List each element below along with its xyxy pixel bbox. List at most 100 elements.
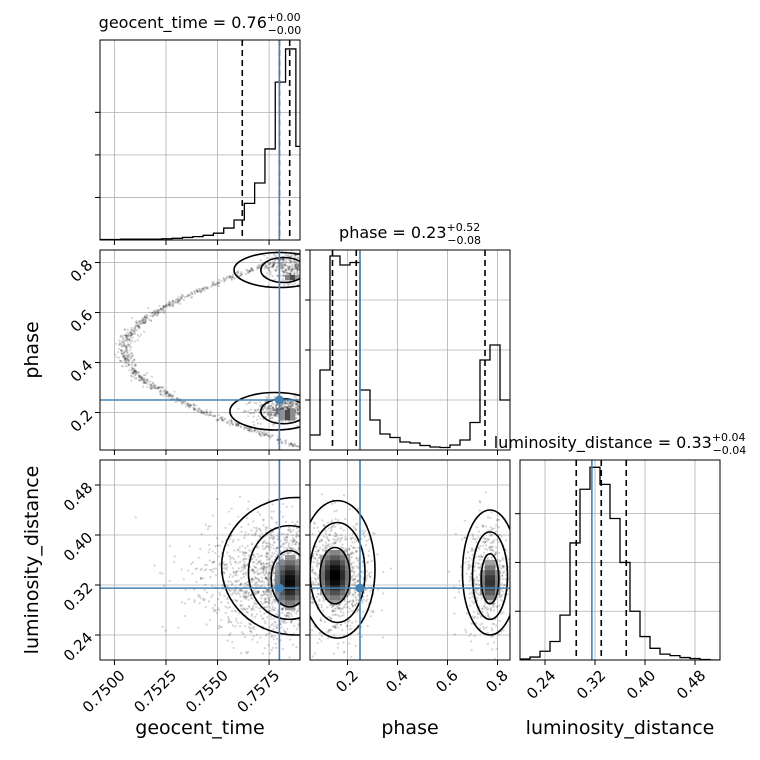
sample-point: [269, 531, 272, 534]
sample-point: [253, 556, 256, 559]
sample-point: [124, 361, 127, 364]
sample-point: [162, 309, 166, 312]
sample-point: [283, 405, 287, 408]
sample-point: [164, 392, 167, 395]
sample-point: [273, 609, 276, 612]
sample-point: [339, 610, 342, 613]
sample-point: [250, 267, 253, 270]
sample-point: [486, 516, 490, 519]
density-cell: [285, 580, 291, 586]
sample-point: [235, 424, 238, 428]
sample-point: [260, 580, 263, 584]
sample-point: [264, 541, 267, 545]
sample-point: [492, 602, 495, 606]
sample-point: [468, 604, 472, 607]
sample-point: [174, 400, 177, 403]
sample-point: [267, 590, 270, 593]
sample-point: [132, 376, 135, 379]
sample-point: [180, 403, 183, 406]
sample-point: [141, 320, 144, 323]
sample-point: [296, 268, 299, 271]
sample-point: [226, 551, 229, 554]
sample-point: [292, 547, 295, 550]
sample-point: [249, 269, 252, 272]
sample-point: [329, 529, 332, 533]
sample-point: [172, 305, 175, 308]
sample-point: [140, 322, 143, 325]
sample-point: [233, 609, 236, 612]
density-cell: [295, 600, 300, 606]
sample-point: [119, 335, 122, 339]
sample-point: [255, 558, 258, 561]
sample-point: [517, 564, 519, 566]
sample-point: [251, 569, 254, 572]
sample-point: [230, 419, 233, 422]
sample-point: [318, 540, 321, 543]
sample-point: [499, 567, 503, 570]
sample-point: [263, 406, 266, 409]
sample-point: [244, 592, 247, 595]
sample-point: [345, 600, 349, 604]
sample-point: [272, 262, 276, 265]
sample-point: [247, 605, 251, 608]
sample-point: [303, 421, 305, 423]
sample-point: [311, 261, 313, 263]
sample-point: [317, 556, 321, 559]
sample-point: [273, 552, 276, 555]
sample-point: [133, 369, 136, 372]
sample-point: [282, 270, 285, 273]
sample-point: [221, 540, 224, 543]
sample-point: [211, 283, 214, 287]
sample-point: [314, 550, 318, 553]
sample-point: [274, 269, 277, 273]
density-cell: [290, 415, 296, 421]
density-cell: [290, 590, 296, 596]
sample-point: [139, 377, 143, 380]
sample-point: [327, 527, 330, 530]
sample-point: [292, 402, 295, 405]
sample-point: [214, 573, 217, 577]
sample-point: [447, 570, 451, 573]
sample-point: [295, 397, 298, 400]
sample-point: [234, 423, 238, 427]
sample-point: [286, 533, 290, 536]
sample-point: [296, 520, 299, 524]
sample-point: [156, 308, 160, 312]
sample-point: [464, 561, 467, 564]
density-cell: [290, 275, 296, 281]
sample-point: [258, 433, 261, 436]
density-cell: [290, 560, 296, 566]
sample-point: [258, 527, 261, 530]
sample-point: [164, 304, 168, 307]
sample-point: [324, 532, 328, 535]
sample-point: [495, 551, 498, 554]
sample-point: [276, 553, 279, 556]
sample-point: [302, 266, 304, 268]
sample-point: [128, 363, 131, 367]
sample-point: [305, 547, 307, 549]
sample-point: [189, 404, 192, 407]
sample-point: [271, 416, 274, 420]
sample-point: [159, 385, 162, 389]
x-tick-label-phase: 0.8: [482, 666, 512, 696]
sample-point: [199, 291, 202, 294]
sample-point: [365, 674, 367, 676]
sample-point: [291, 444, 294, 447]
sample-point: [137, 324, 140, 327]
sample-point: [302, 276, 304, 278]
sample-point: [355, 565, 358, 568]
sample-point: [239, 425, 242, 428]
sample-point: [351, 579, 355, 582]
sample-point: [355, 528, 358, 531]
sample-point: [265, 433, 268, 437]
sample-point: [228, 606, 231, 609]
sample-point: [267, 266, 270, 270]
sample-point: [295, 541, 298, 544]
sample-point: [202, 287, 205, 290]
sample-point: [209, 285, 213, 288]
sample-point: [457, 591, 460, 594]
sample-point: [228, 554, 231, 558]
sample-point: [290, 273, 293, 276]
sample-point: [280, 420, 284, 423]
sample-point: [285, 612, 288, 615]
